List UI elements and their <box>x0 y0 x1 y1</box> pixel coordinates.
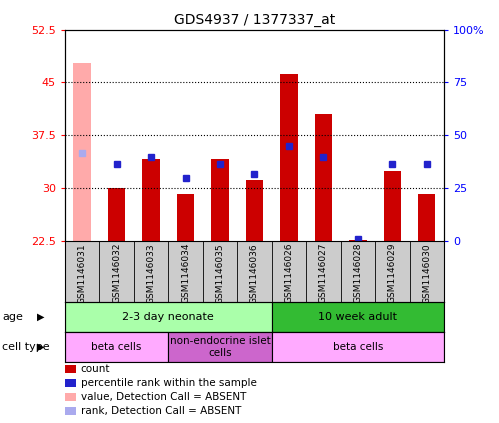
Text: percentile rank within the sample: percentile rank within the sample <box>81 378 256 388</box>
Text: beta cells: beta cells <box>333 342 383 352</box>
Text: GSM1146031: GSM1146031 <box>78 243 87 304</box>
Text: value, Detection Call = ABSENT: value, Detection Call = ABSENT <box>81 392 246 402</box>
Text: GSM1146034: GSM1146034 <box>181 243 190 303</box>
Bar <box>280 74 297 241</box>
Bar <box>384 170 401 241</box>
Bar <box>108 187 125 241</box>
Text: ▶: ▶ <box>37 342 45 352</box>
Bar <box>349 240 367 241</box>
Bar <box>142 159 160 241</box>
Bar <box>177 194 194 241</box>
Text: rank, Detection Call = ABSENT: rank, Detection Call = ABSENT <box>81 406 241 416</box>
Text: GSM1146027: GSM1146027 <box>319 243 328 303</box>
Bar <box>73 63 91 241</box>
Title: GDS4937 / 1377337_at: GDS4937 / 1377337_at <box>174 13 335 27</box>
Bar <box>418 194 436 241</box>
Text: non-endocrine islet
cells: non-endocrine islet cells <box>170 336 270 358</box>
Text: count: count <box>81 364 110 374</box>
Text: GSM1146035: GSM1146035 <box>216 243 225 304</box>
Text: 2-3 day neonate: 2-3 day neonate <box>122 312 214 322</box>
Text: GSM1146030: GSM1146030 <box>422 243 431 304</box>
Text: GSM1146032: GSM1146032 <box>112 243 121 303</box>
Text: cell type: cell type <box>2 342 50 352</box>
Bar <box>65 302 272 332</box>
Text: age: age <box>2 312 23 322</box>
Text: GSM1146033: GSM1146033 <box>147 243 156 304</box>
Bar <box>272 332 444 362</box>
Bar <box>168 332 272 362</box>
Bar <box>246 180 263 241</box>
Bar <box>65 332 168 362</box>
Text: 10 week adult: 10 week adult <box>318 312 397 322</box>
Text: GSM1146029: GSM1146029 <box>388 243 397 303</box>
Bar <box>315 114 332 241</box>
Bar <box>212 159 229 241</box>
Bar <box>272 302 444 332</box>
Text: GSM1146026: GSM1146026 <box>284 243 293 303</box>
Text: ▶: ▶ <box>37 312 45 322</box>
Text: GSM1146036: GSM1146036 <box>250 243 259 304</box>
Text: GSM1146028: GSM1146028 <box>353 243 362 303</box>
Text: beta cells: beta cells <box>91 342 142 352</box>
